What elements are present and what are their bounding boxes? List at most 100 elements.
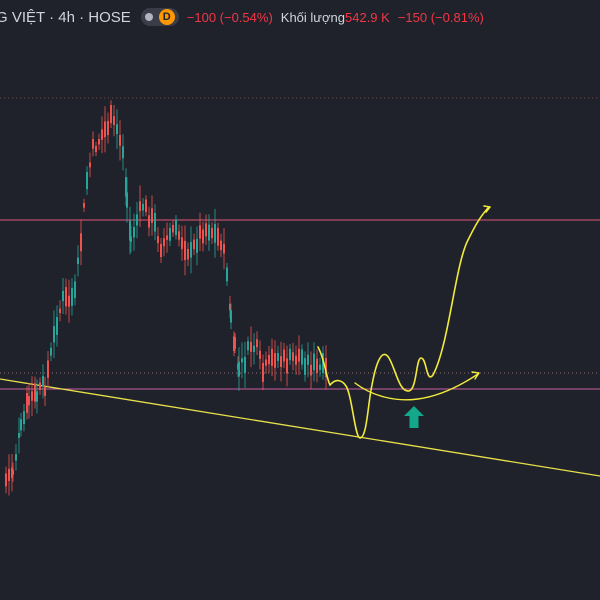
candle-body — [286, 358, 288, 374]
candle-body — [271, 348, 273, 366]
candle-body — [250, 341, 252, 352]
candle-body — [205, 223, 207, 237]
candle-body — [34, 383, 36, 402]
candle-body — [298, 348, 300, 362]
candle-body — [92, 139, 94, 149]
candle-body — [26, 393, 28, 413]
candle-body — [101, 129, 103, 141]
candle-body — [226, 267, 228, 282]
volume-change: −150 (−0.81%) — [397, 9, 484, 25]
candle-body — [283, 349, 285, 362]
candle-body — [178, 231, 180, 240]
candle-body — [129, 220, 131, 241]
volume-label: Khối lượng — [280, 9, 345, 25]
projection-path[interactable] — [317, 207, 489, 439]
candle-body — [214, 223, 216, 243]
candle-body — [39, 382, 41, 390]
candle-body — [193, 239, 195, 250]
candle-body — [301, 349, 303, 365]
candle-body — [104, 121, 106, 138]
candle-body — [292, 352, 294, 361]
candle-body — [307, 354, 309, 365]
candles-group — [5, 100, 327, 496]
candle-body — [316, 358, 318, 373]
cup-arc[interactable] — [354, 373, 479, 401]
candle-body — [68, 295, 70, 307]
candle-body — [199, 225, 201, 239]
candle-body — [126, 192, 128, 208]
candle-body — [319, 364, 321, 371]
candle-body — [56, 317, 58, 335]
candle-body — [122, 146, 124, 159]
candle-body — [86, 171, 88, 190]
trendline[interactable] — [0, 378, 600, 477]
candle-body — [322, 353, 324, 373]
candle-body — [139, 201, 141, 212]
projection-arrowhead — [483, 205, 491, 213]
candle-body — [295, 355, 297, 365]
candle-body — [289, 348, 291, 361]
candle-body — [262, 362, 264, 382]
candle-body — [268, 354, 270, 365]
candle-body — [157, 236, 159, 244]
candle-body — [325, 357, 327, 378]
candle-body — [280, 356, 282, 368]
candle-body — [110, 105, 112, 124]
candle-body — [95, 145, 97, 153]
candle-body — [190, 242, 192, 258]
candle-body — [220, 240, 222, 251]
candle-body — [42, 375, 44, 387]
candle-body — [142, 203, 144, 211]
candle-body — [23, 411, 25, 425]
candle-body — [160, 243, 162, 258]
candle-body — [31, 391, 33, 401]
candle-body — [36, 391, 38, 402]
candle-body — [238, 361, 240, 377]
candle-body — [77, 257, 79, 265]
candle-body — [47, 360, 49, 378]
candle-body — [166, 235, 168, 240]
candle-body — [313, 353, 315, 371]
candle-body — [116, 124, 118, 135]
candle-body — [247, 341, 249, 351]
candle-body — [187, 248, 189, 260]
candle-body — [196, 238, 198, 253]
candle-body — [229, 303, 231, 311]
candle-body — [44, 386, 46, 396]
candle-body — [202, 229, 204, 244]
candle-body — [8, 468, 10, 481]
candle-body — [234, 337, 236, 349]
candle-body — [80, 233, 82, 252]
candle-body — [304, 358, 306, 375]
cup-arrowhead — [471, 371, 480, 380]
candle-body — [15, 454, 17, 461]
candle-body — [71, 287, 73, 306]
candle-body — [259, 350, 261, 359]
candle-body — [133, 227, 135, 238]
status-dot-icon — [144, 13, 153, 21]
market-status-badge[interactable]: D — [140, 8, 179, 26]
candle-body — [89, 162, 91, 168]
candle-body — [145, 199, 147, 213]
candle-body — [28, 396, 30, 406]
candle-body — [256, 339, 258, 348]
candle-body — [113, 116, 115, 126]
candle-body — [65, 287, 67, 307]
candle-body — [184, 240, 186, 260]
candle-body — [169, 227, 171, 241]
status-toggle[interactable]: D — [140, 8, 179, 26]
candle-body — [18, 433, 20, 438]
candle-body — [230, 310, 232, 323]
up-arrow-icon — [404, 406, 424, 428]
candle-body — [5, 473, 7, 487]
candle-body — [172, 224, 174, 233]
candle-body — [125, 177, 127, 197]
candle-body — [119, 135, 121, 146]
symbol-title[interactable]: G VIỆT · 4h · HOSE — [0, 8, 131, 26]
candle-body — [12, 469, 14, 475]
candle-body — [211, 227, 213, 239]
candle-body — [53, 326, 55, 343]
candle-body — [208, 224, 210, 241]
candle-body — [151, 208, 153, 223]
